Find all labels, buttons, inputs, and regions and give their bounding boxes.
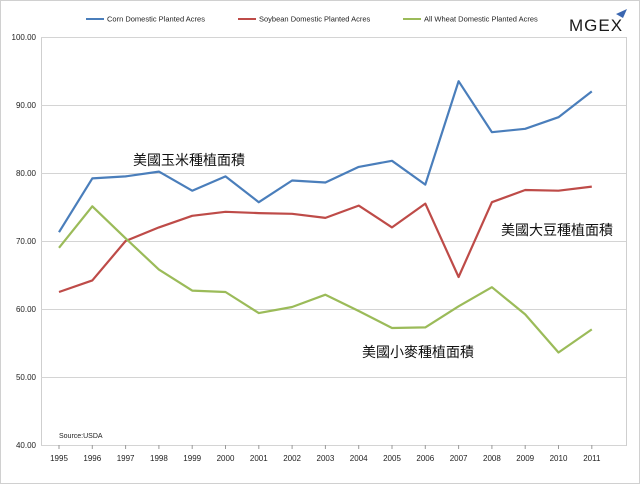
- logo-text: MGEX: [569, 16, 623, 35]
- x-tick-label: 1998: [150, 454, 168, 463]
- x-tick-label: 1996: [83, 454, 101, 463]
- x-tick-label: 1997: [117, 454, 135, 463]
- series-lines: [58, 80, 593, 354]
- x-tick-label: 1995: [50, 454, 68, 463]
- x-tick-label: 2011: [583, 454, 601, 463]
- x-tick-label: 2000: [217, 454, 235, 463]
- x-tick-label: 2003: [317, 454, 335, 463]
- y-axis-ticks: 40.00 50.00 60.00 70.00 80.00 90.00 100.00: [12, 33, 37, 450]
- annotation-corn: 美國玉米種植面積: [133, 153, 245, 169]
- x-tick-label: 2005: [383, 454, 401, 463]
- y-tick-label: 60.00: [16, 305, 37, 314]
- annotation-wheat: 美國小麥種植面積: [362, 345, 474, 361]
- source-note: Source:USDA: [59, 433, 103, 440]
- x-tick-label: 2009: [516, 454, 534, 463]
- y-tick-label: 70.00: [16, 237, 37, 246]
- legend-label-corn: Corn Domestic Planted Acres: [107, 15, 205, 24]
- logo-mark-icon: [616, 9, 627, 18]
- y-tick-label: 100.00: [12, 33, 37, 42]
- x-tick-label: 2007: [450, 454, 468, 463]
- x-tick-label: 2010: [550, 454, 568, 463]
- legend: Corn Domestic Planted Acres Soybean Dome…: [86, 15, 538, 24]
- mgex-logo: MGEX: [569, 9, 627, 35]
- x-tick-label: 2008: [483, 454, 501, 463]
- legend-label-soybean: Soybean Domestic Planted Acres: [259, 15, 371, 24]
- x-tick-label: 2001: [250, 454, 268, 463]
- series-line-soybean: [58, 185, 592, 294]
- x-tick-label: 2006: [416, 454, 434, 463]
- x-tick-label: 2002: [283, 454, 301, 463]
- annotation-soybean: 美國大豆種植面積: [501, 223, 613, 239]
- y-tick-label: 80.00: [16, 169, 37, 178]
- y-tick-label: 90.00: [16, 101, 37, 110]
- x-tick-label: 1999: [183, 454, 201, 463]
- y-tick-label: 50.00: [16, 373, 37, 382]
- y-tick-label: 40.00: [16, 441, 37, 450]
- series-line-wheat: [58, 205, 593, 354]
- x-axis-ticks: 1995 1996 1997 1998 1999 2000 2001 2002 2003 2004…: [50, 445, 601, 463]
- x-tick-label: 2004: [350, 454, 368, 463]
- series-line-corn: [58, 80, 593, 233]
- legend-label-wheat: All Wheat Domestic Planted Acres: [424, 15, 538, 24]
